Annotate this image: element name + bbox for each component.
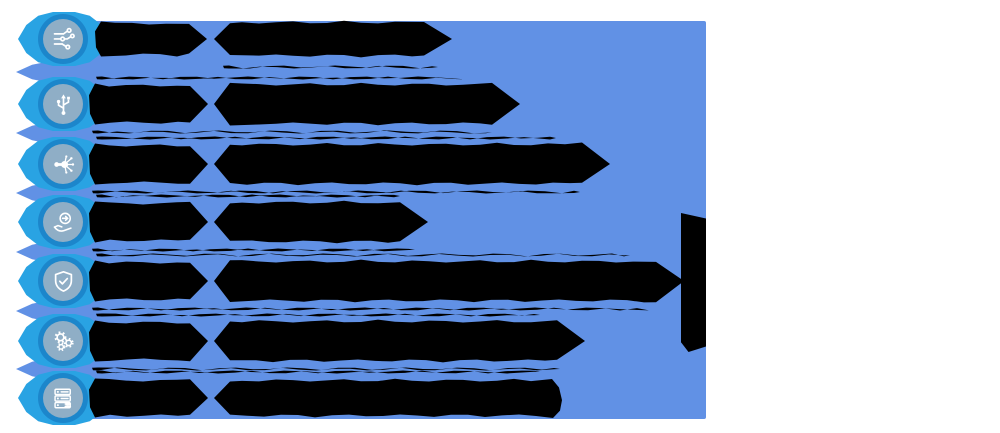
icon-badge bbox=[38, 79, 88, 129]
shield-check-icon bbox=[54, 270, 72, 292]
redacted-description-blob bbox=[214, 259, 684, 303]
redacted-subtext-strip bbox=[92, 248, 415, 252]
redacted-subtext-strip bbox=[92, 130, 492, 134]
icon-badge-inner bbox=[43, 84, 83, 124]
redacted-subtext-strip bbox=[96, 136, 556, 140]
redacted-description-blob bbox=[214, 378, 562, 418]
redacted-title-blob bbox=[89, 143, 208, 185]
flow-arrowhead-bar bbox=[681, 213, 706, 352]
redacted-description-blob bbox=[214, 20, 452, 58]
icon-badge bbox=[38, 139, 88, 189]
icon-badge bbox=[38, 14, 88, 64]
redacted-subtext-strip bbox=[96, 313, 540, 317]
usb-icon bbox=[56, 93, 70, 115]
icon-badge bbox=[38, 373, 88, 423]
icon-badge-inner bbox=[43, 144, 83, 184]
hand-delivery-icon bbox=[53, 211, 72, 232]
redacted-title-blob bbox=[89, 260, 208, 302]
icon-badge bbox=[38, 197, 88, 247]
network-hub-icon bbox=[53, 154, 74, 174]
circuit-nodes-icon bbox=[53, 27, 75, 50]
gears-icon bbox=[54, 330, 74, 351]
icon-badge-inner bbox=[43, 321, 83, 361]
redacted-title-blob bbox=[95, 21, 207, 57]
icon-badge-inner bbox=[43, 202, 83, 242]
redacted-subtext-strip bbox=[96, 194, 400, 198]
redacted-title-blob bbox=[89, 378, 208, 418]
server-checklist-icon bbox=[53, 388, 71, 408]
redacted-description-blob bbox=[214, 200, 428, 244]
redacted-title-blob bbox=[89, 320, 208, 362]
redacted-description-blob bbox=[214, 319, 585, 363]
redacted-title-blob bbox=[89, 83, 208, 125]
icon-badge-inner bbox=[43, 261, 83, 301]
icon-badge bbox=[38, 256, 88, 306]
icon-badge-inner bbox=[43, 19, 83, 59]
redacted-title-blob bbox=[89, 201, 208, 243]
redacted-description-blob bbox=[214, 142, 610, 186]
icon-badge bbox=[38, 316, 88, 366]
icon-badge-inner bbox=[43, 378, 83, 418]
redacted-description-blob bbox=[214, 82, 520, 126]
